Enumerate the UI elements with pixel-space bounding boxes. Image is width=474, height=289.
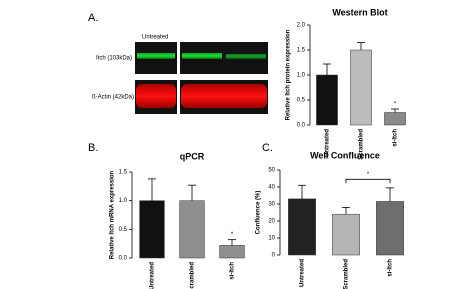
chart-title: Western Blot [332,7,387,17]
significance-label: * [367,172,370,178]
x-tick-label: Untreated [150,262,156,289]
x-tick-label: Scrambled [359,129,365,160]
y-tick-label: 0.5 [297,98,306,104]
y-tick-label: 0.0 [119,256,128,262]
y-tick-label: 0.0 [297,123,306,129]
blot-band [136,84,176,108]
blot-column-label: Untreated [142,35,168,41]
y-axis-label: Relative Itch protein expression [286,29,292,120]
x-tick-label: Untreated [300,259,306,287]
x-tick-label: si-Itch [388,259,394,277]
bar [179,200,205,259]
bar [219,245,245,259]
blot-row-label: ß-Actin (42kDa) [92,95,134,101]
blot-band [226,54,266,59]
x-tick-label: si-Itch [230,262,236,280]
bar [384,112,406,126]
x-tick-label: Scrambled [190,262,196,289]
bar [350,49,372,126]
y-axis-label: Relative Itch mRNA expression [110,170,116,259]
panel-label: A. [88,12,98,24]
bar [376,201,404,256]
significance-label: * [394,102,397,108]
y-tick-label: 50 [268,168,275,174]
chart-title: Well Confluence [310,150,380,160]
blot-band [181,84,267,108]
panel-label: C. [262,142,273,154]
bar [139,200,165,259]
significance-bracket [345,178,391,184]
blot-band [182,53,222,59]
bar [316,74,338,126]
y-tick-label: 20 [268,219,275,225]
y-tick-label: 1.5 [297,48,306,54]
y-tick-label: 0.5 [119,227,128,233]
y-tick-label: 1.5 [119,170,128,176]
x-tick-label: Untreated [325,129,331,157]
panel-label: B. [88,142,98,154]
y-tick-label: 0 [272,253,276,259]
chart-title: qPCR [180,151,205,161]
y-tick-label: 10 [268,236,275,242]
y-tick-label: 1.0 [119,198,128,204]
y-tick-label: 1.0 [297,73,306,79]
y-tick-label: 2.0 [297,23,306,29]
y-tick-label: 30 [268,202,275,208]
y-axis-label: Confluence (%) [256,191,262,235]
bar [288,198,316,256]
bar [332,213,360,256]
x-tick-label: Scrambled [344,259,350,289]
blot-row-label: Itch (103kDa) [96,56,132,62]
x-tick-label: si-Itch [393,129,399,147]
blot-band [137,53,175,59]
significance-label: * [231,232,234,238]
y-tick-label: 40 [268,185,275,191]
